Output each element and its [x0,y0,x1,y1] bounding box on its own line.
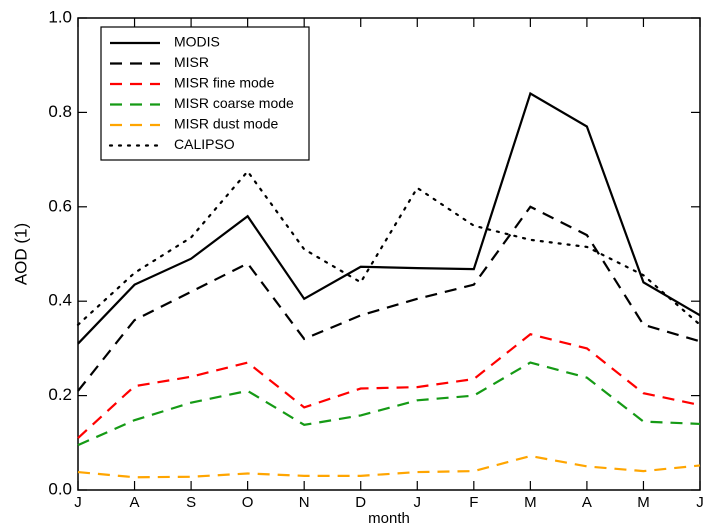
legend-label: MISR fine mode [174,75,275,91]
legend-label: MISR dust mode [174,116,278,132]
legend-label: MISR [174,54,209,70]
x-tick-label: A [130,494,140,511]
series-line [77,91,701,345]
x-tick-label: S [186,494,196,511]
x-tick-label: D [355,494,366,511]
y-tick-label: 0.8 [48,102,72,121]
y-tick-label: 0.6 [48,196,72,215]
y-axis-label: AOD (1) [11,223,30,285]
series-line [77,454,701,479]
x-tick-label: N [299,494,310,511]
x-tick-label: J [696,494,704,511]
series-line [77,333,701,439]
x-tick-label: J [74,494,82,511]
plot-frame [77,17,701,491]
legend-label: MODIS [174,34,220,50]
x-axis-label: month [368,510,410,527]
x-tick-label: A [582,494,592,511]
legend-label: MISR coarse mode [174,95,294,111]
series-line [76,169,702,326]
x-tick-label: M [637,494,650,511]
x-tick-label: F [469,494,478,511]
x-tick-label: M [524,494,537,511]
y-tick-label: 0.0 [48,479,72,498]
series-line [77,205,701,392]
series-line [77,361,701,447]
x-tick-label: J [414,494,422,511]
x-tick-label: O [242,494,254,511]
legend-label: CALIPSO [174,136,235,152]
y-tick-label: 1.0 [48,7,72,26]
y-tick-label: 0.4 [48,291,72,310]
y-tick-label: 0.2 [48,385,72,404]
legend-box [100,26,310,161]
